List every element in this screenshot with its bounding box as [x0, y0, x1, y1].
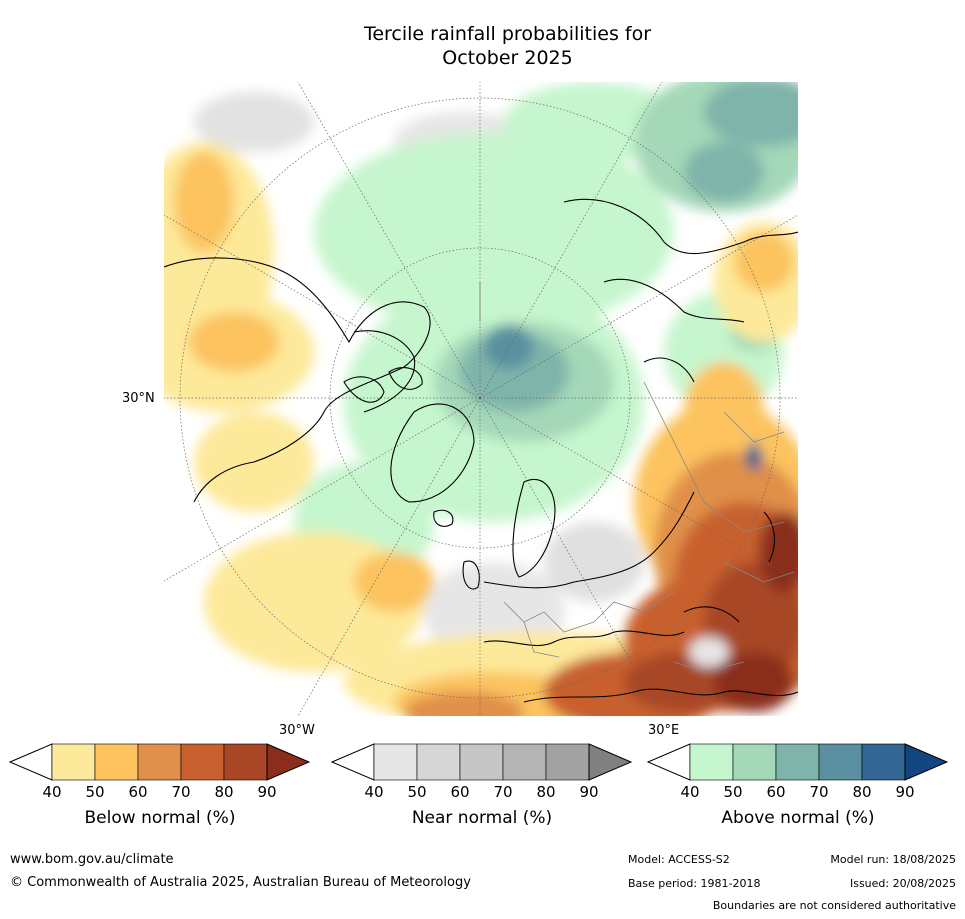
footer-disclaimer: Boundaries are not considered authoritat…: [712, 899, 956, 912]
colorbar-near-tick: 70: [493, 783, 513, 801]
colorbar-below-arrow-high: [266, 743, 311, 781]
colorbar-above-tick: 40: [680, 783, 700, 801]
colorbar-below-arrow-low: [8, 743, 53, 781]
colorbar-below-swatch-50: [94, 743, 139, 781]
colorbar-above-swatch-50: [732, 743, 777, 781]
footer-issued: Issued: 20/08/2025: [849, 877, 956, 890]
colorbar-above-tick: 70: [809, 783, 829, 801]
lon-label-30e: 30°E: [648, 723, 680, 738]
country-borders: [503, 381, 795, 673]
colorbar-below-tick: 70: [171, 783, 191, 801]
probability-field: [164, 82, 798, 716]
colorbar-above-swatch-80: [861, 743, 906, 781]
colorbar-below-swatch-60: [137, 743, 182, 781]
colorbar-near-swatch-60: [459, 743, 504, 781]
title-line-1: Tercile rainfall probabilities for: [363, 23, 652, 45]
colorbar-near-swatch-50: [416, 743, 461, 781]
colorbar-above-swatch-60: [775, 743, 820, 781]
colorbar-near-swatch-40: [373, 743, 418, 781]
colorbar-near-title: Near normal (%): [411, 808, 553, 828]
colorbar-above-ticks: 40 50 60 70 80 90: [647, 783, 949, 803]
colorbar-near-normal: [330, 743, 633, 781]
colorbar-above-tick: 60: [766, 783, 786, 801]
colorbar-below-tick: 60: [128, 783, 148, 801]
colorbar-near-arrow-high: [588, 743, 633, 781]
colorbar-above-arrow-low: [646, 743, 691, 781]
colorbar-near-ticks: 40 50 60 70 80 90: [331, 783, 633, 803]
colorbar-near-swatch-70: [502, 743, 547, 781]
footer-model-run: Model run: 18/08/2025: [830, 853, 956, 866]
colorbar-below-swatches: [8, 743, 311, 781]
colorbar-above-arrow-high: [904, 743, 949, 781]
colorbar-near-swatch-80: [545, 743, 590, 781]
colorbar-above-swatches: [646, 743, 949, 781]
colorbar-below-tick: 90: [257, 783, 277, 801]
footer-copyright: © Commonwealth of Australia 2025, Austra…: [10, 875, 471, 890]
footer-website: www.bom.gov.au/climate: [10, 852, 174, 867]
colorbar-near-tick: 60: [450, 783, 470, 801]
colorbar-below-tick: 80: [214, 783, 234, 801]
lat-label-30n: 30°N: [122, 391, 155, 406]
colorbar-below-title: Below normal (%): [84, 808, 236, 828]
colorbar-below-swatch-80: [223, 743, 268, 781]
title-line-2: October 2025: [442, 47, 573, 69]
colorbar-near-arrow-low: [330, 743, 375, 781]
probability-map: [164, 82, 798, 716]
map-title: Tercile rainfall probabilities for Octob…: [160, 22, 855, 70]
graticule: [164, 82, 798, 716]
footer-model: Model: ACCESS-S2: [628, 853, 730, 866]
colorbar-near-tick: 40: [364, 783, 384, 801]
footer-base-period: Base period: 1981-2018: [628, 877, 761, 890]
colorbar-above-normal: [646, 743, 949, 781]
colorbar-above-title: Above normal (%): [721, 808, 875, 828]
colorbar-below-swatch-70: [180, 743, 225, 781]
colorbar-near-tick: 80: [536, 783, 556, 801]
coastlines: [164, 198, 798, 703]
colorbar-below-tick: 40: [42, 783, 62, 801]
map-canvas: [164, 82, 798, 716]
colorbar-near-tick: 90: [579, 783, 599, 801]
colorbar-above-tick: 90: [895, 783, 915, 801]
colorbar-near-tick: 50: [407, 783, 427, 801]
colorbar-near-swatches: [330, 743, 633, 781]
colorbar-above-swatch-70: [818, 743, 863, 781]
lon-label-30w: 30°W: [279, 723, 315, 738]
colorbar-below-normal: [8, 743, 311, 781]
colorbar-above-tick: 80: [852, 783, 872, 801]
colorbar-below-ticks: 40 50 60 70 80 90: [9, 783, 311, 803]
colorbar-above-swatch-40: [689, 743, 734, 781]
colorbar-below-tick: 50: [85, 783, 105, 801]
colorbar-below-swatch-40: [51, 743, 96, 781]
colorbar-above-tick: 50: [723, 783, 743, 801]
